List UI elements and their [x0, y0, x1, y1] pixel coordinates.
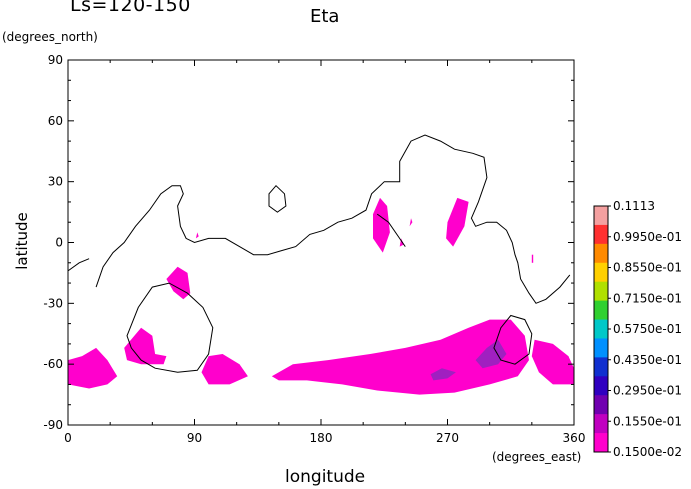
- x-tick-label: 270: [436, 431, 459, 445]
- legend-label: 0.2950e-01: [613, 384, 682, 398]
- y-tick-label: -30: [43, 296, 63, 310]
- legend-swatch: [594, 262, 608, 283]
- shaded-region-south-main-band: [271, 319, 529, 395]
- shaded-region-patch-330: [531, 254, 534, 263]
- x-tick-label: 180: [310, 431, 333, 445]
- y-tick-label: 30: [48, 175, 63, 189]
- legend-label: 0.5750e-01: [613, 322, 682, 336]
- high-region-high-255: [430, 368, 456, 381]
- shaded-layer: [68, 197, 574, 395]
- y-tick-label: 60: [48, 114, 63, 128]
- chart-title: Eta: [310, 6, 340, 27]
- y-tick-label: -60: [43, 357, 63, 371]
- legend-label: 0.1500e-02: [613, 445, 682, 459]
- shaded-region-south-patch-50: [124, 327, 167, 365]
- contour-line-south-circle-320: [493, 314, 533, 365]
- legend-swatch: [594, 319, 608, 339]
- y-tick-label: -90: [43, 418, 63, 432]
- contour-line-equatorial-coastline-left: [67, 258, 90, 272]
- high-region-high-300: [475, 339, 507, 369]
- legend-label: 0.8550e-01: [613, 261, 682, 275]
- legend-label: 0.1550e-01: [613, 414, 682, 428]
- legend-swatch: [594, 206, 608, 226]
- shaded-region-south-patch-340: [531, 339, 574, 385]
- legend-label: 0.9950e-01: [613, 230, 682, 244]
- shaded-region-patch-90: [195, 232, 199, 239]
- x-tick-label: 0: [64, 431, 72, 445]
- legend-swatch: [594, 243, 608, 264]
- legend-swatch: [594, 414, 608, 434]
- shaded-region-south-polar-band: [68, 347, 118, 389]
- shaded-region-patch-275: [446, 197, 469, 247]
- legend-swatch: [594, 338, 608, 358]
- contour-line-equatorial-coastline: [95, 134, 571, 304]
- legend-swatch: [594, 357, 608, 377]
- legend-label: 0.4350e-01: [613, 353, 682, 367]
- shaded-region-patch-245: [409, 218, 413, 227]
- contour-line-islet-145: [268, 184, 287, 213]
- legend-label: 0.7150e-01: [613, 291, 682, 305]
- legend-swatch: [594, 395, 608, 415]
- tick-layer: 0 90 180 270 360 -90 -60 -30 0 30 60 90: [43, 53, 585, 445]
- contour-line-south-circle-65: [126, 282, 214, 373]
- legend-swatch: [594, 376, 608, 396]
- x-tick-label: 360: [563, 431, 586, 445]
- legend-swatch: [594, 433, 608, 453]
- legend-label: 0.1113: [613, 199, 655, 213]
- season-label: Ls=120-150: [70, 0, 191, 16]
- y-axis-unit: (degrees_north): [2, 30, 98, 44]
- legend-swatch: [594, 224, 608, 245]
- contour-line-layer: [67, 134, 571, 373]
- legend-swatch: [594, 300, 608, 321]
- contour-line-coast-tail: [376, 213, 406, 247]
- y-tick-label: 0: [55, 236, 63, 250]
- y-tick-label: 90: [48, 53, 63, 67]
- legend-swatch: [594, 281, 608, 302]
- x-axis-label: longitude: [285, 467, 366, 487]
- shaded-region-patch-240: [399, 238, 404, 247]
- x-axis-unit: (degrees_east): [492, 450, 582, 464]
- x-tick-label: 90: [187, 431, 202, 445]
- shaded-region-south-patch-100: [201, 354, 248, 385]
- shaded-region-patch-220: [373, 197, 390, 253]
- color-legend: 0.1113 0.9950e-01 0.8550e-01 0.7150e-01 0.57…: [593, 199, 682, 459]
